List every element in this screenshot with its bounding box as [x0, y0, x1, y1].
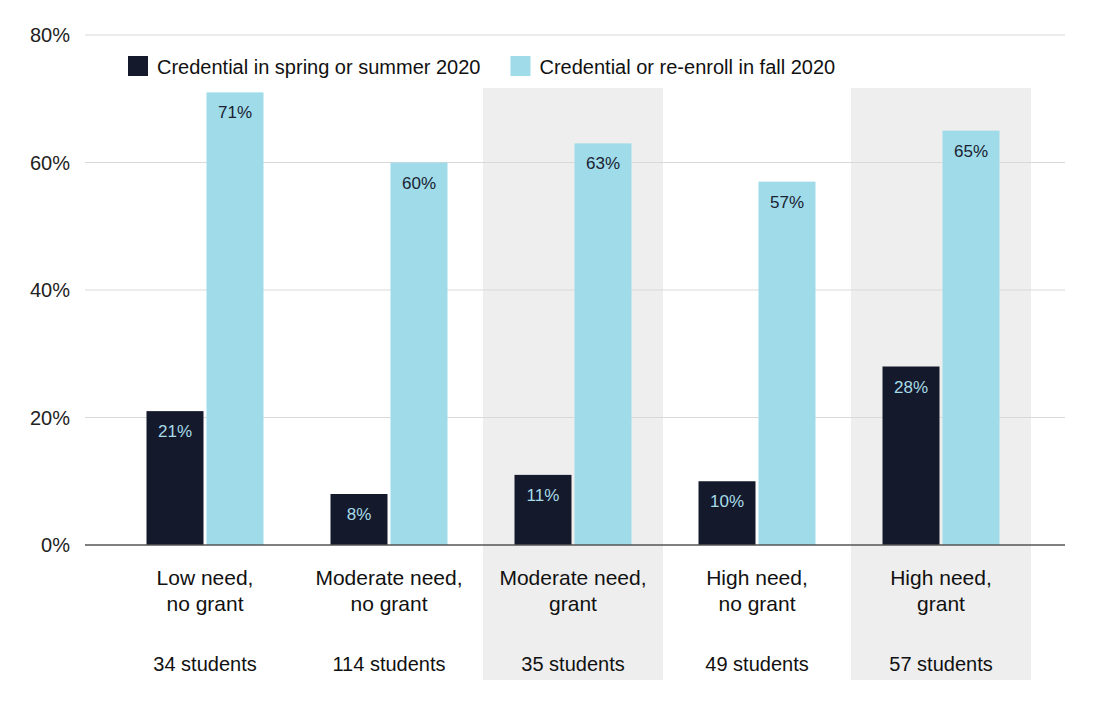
group-shading — [483, 88, 663, 680]
y-tick-label: 40% — [30, 279, 70, 301]
x-tick-label-line: no grant — [166, 592, 243, 615]
x-tick-label-line: no grant — [718, 592, 795, 615]
y-tick-label: 20% — [30, 407, 70, 429]
bar — [883, 367, 940, 546]
legend-swatch — [128, 56, 148, 76]
x-tick-label: Moderate need, no grant — [315, 566, 462, 615]
x-tick-label-line: grant — [549, 592, 597, 615]
legend-label: Credential in spring or summer 2020 — [157, 56, 481, 78]
group-size: 49 students — [705, 653, 808, 675]
bar — [147, 411, 204, 545]
data-label: 11% — [527, 486, 560, 505]
data-label: 10% — [710, 492, 744, 511]
legend-swatch — [511, 56, 531, 76]
bar — [575, 143, 632, 545]
group-shading — [851, 88, 1031, 680]
data-label: 63% — [586, 154, 620, 173]
bar — [699, 481, 756, 545]
x-tick-label-line: no grant — [350, 592, 427, 615]
data-label: 57% — [770, 193, 804, 212]
y-tick-label: 60% — [30, 152, 70, 174]
data-label: 28% — [894, 378, 928, 397]
x-tick-label-line: Low need, — [157, 566, 254, 589]
data-label: 21% — [158, 422, 192, 441]
x-tick-label-line: Moderate need, — [499, 566, 646, 589]
bars — [147, 92, 1000, 545]
group-size: 34 students — [153, 653, 256, 675]
bar — [943, 131, 1000, 545]
grid-line — [85, 35, 1065, 36]
bar — [515, 475, 572, 545]
bar — [391, 163, 448, 546]
x-tick-label-line: grant — [917, 592, 965, 615]
group-size: 114 students — [332, 653, 445, 675]
x-tick-label: Moderate need, grant — [499, 566, 646, 615]
x-tick-label: Low need, no grant — [157, 566, 254, 615]
bar — [759, 182, 816, 545]
x-tick-label: High need, no grant — [706, 566, 808, 615]
data-label: 60% — [402, 174, 436, 193]
x-tick-label-line: High need, — [706, 566, 808, 589]
group-size: 57 students — [889, 653, 992, 675]
x-tick-label-line: High need, — [890, 566, 992, 589]
group-size: 35 students — [521, 653, 624, 675]
x-axis-line — [85, 544, 1065, 546]
chart: 0% 20% 40% 60% 80% 21% 8% 11% 10% 28% 71% 60% 63% 57%… — [0, 0, 1116, 710]
legend-label: Credential or re-enroll in fall 2020 — [540, 56, 836, 78]
bar — [331, 494, 388, 545]
data-label: 71% — [218, 103, 252, 122]
data-label: 8% — [347, 505, 372, 524]
labels: 21% 8% 11% 10% 28% 71% 60% 63% 57% 65% — [158, 103, 988, 524]
bar — [207, 92, 264, 545]
y-tick-label: 80% — [30, 24, 70, 46]
y-tick-label: 0% — [41, 534, 70, 556]
x-tick-label: High need, grant — [890, 566, 992, 615]
x-tick-label-line: Moderate need, — [315, 566, 462, 589]
data-label: 65% — [954, 142, 988, 161]
